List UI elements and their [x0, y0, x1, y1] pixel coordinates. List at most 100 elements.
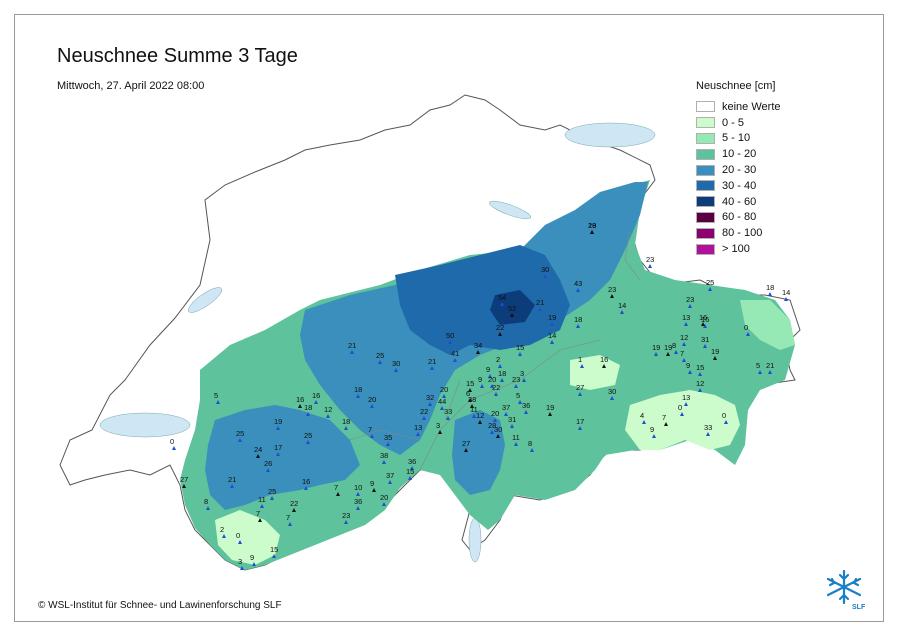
station-value: 8	[204, 497, 208, 506]
station-value: 21	[536, 298, 544, 307]
station-marker	[493, 418, 497, 422]
station-value: 33	[704, 423, 712, 432]
station-value: 5	[516, 391, 520, 400]
station-marker	[706, 432, 710, 436]
station-marker	[410, 466, 414, 470]
station-marker	[394, 368, 398, 372]
station-value: 19	[546, 403, 554, 412]
station-value: 9	[486, 365, 490, 374]
station-marker	[172, 446, 176, 450]
legend-swatch	[696, 148, 715, 160]
station-value: 3	[520, 369, 524, 378]
legend: Neuschnee [cm] keine Werte 0 - 5 5 - 10 10 …	[696, 80, 836, 257]
station-value: 7	[256, 509, 260, 518]
station-marker	[370, 404, 374, 408]
station-marker	[602, 364, 606, 368]
zone-40-60	[490, 290, 535, 325]
legend-item: > 100	[696, 241, 836, 257]
station-marker	[344, 426, 348, 430]
legend-item: 30 - 40	[696, 178, 836, 194]
station-value: 30	[494, 425, 502, 434]
legend-item: 80 - 100	[696, 225, 836, 241]
station-marker	[288, 522, 292, 526]
station-marker	[476, 350, 480, 354]
station-marker	[548, 412, 552, 416]
station-marker	[768, 292, 772, 296]
legend-item: 0 - 5	[696, 115, 836, 131]
legend-swatch	[696, 117, 715, 129]
legend-item: 40 - 60	[696, 194, 836, 210]
station-marker	[543, 274, 547, 278]
station-marker	[518, 352, 522, 356]
station-marker	[336, 492, 340, 496]
station-marker	[576, 324, 580, 328]
station-value: 38	[468, 395, 476, 404]
station-value: 10	[354, 483, 362, 492]
station-value: 44	[438, 397, 446, 406]
station-marker	[256, 454, 260, 458]
station-marker	[468, 388, 472, 392]
station-value: 34	[474, 341, 482, 350]
station-marker	[784, 297, 788, 301]
station-marker	[666, 352, 670, 356]
zone-5-10-east	[740, 300, 795, 350]
station-marker	[472, 414, 476, 418]
station-marker	[206, 506, 210, 510]
legend-label: 0 - 5	[722, 116, 745, 129]
station-marker	[510, 313, 514, 317]
station-value: 9	[370, 479, 374, 488]
station-value: 28	[488, 421, 496, 430]
zone-0-5-central	[570, 355, 620, 390]
station-marker	[438, 430, 442, 434]
station-value: 36	[354, 497, 362, 506]
station-marker	[494, 392, 498, 396]
station-value: 23	[686, 295, 694, 304]
station-marker	[682, 342, 686, 346]
station-value: 19	[652, 343, 660, 352]
station-marker	[514, 442, 518, 446]
station-value: 28	[588, 221, 596, 230]
station-marker	[356, 506, 360, 510]
station-value: 9	[478, 375, 482, 384]
legend-item: 60 - 80	[696, 210, 836, 226]
station-value: 12	[680, 333, 688, 342]
station-marker	[590, 230, 594, 234]
station-value: 19	[548, 313, 556, 322]
station-marker	[386, 442, 390, 446]
station-value: 23	[608, 285, 616, 294]
station-marker	[446, 416, 450, 420]
station-value: 0	[744, 323, 748, 332]
station-marker	[490, 384, 494, 388]
station-value: 22	[420, 407, 428, 416]
copyright-credit: © WSL-Institut für Schnee- und Lawinenfo…	[38, 600, 282, 611]
legend-swatch	[696, 180, 715, 192]
station-marker	[344, 520, 348, 524]
station-marker	[440, 406, 444, 410]
station-value: 8	[528, 439, 532, 448]
station-value: 12	[696, 379, 704, 388]
station-value: 5	[756, 361, 760, 370]
station-value: 23	[342, 511, 350, 520]
station-value: 7	[662, 413, 666, 422]
station-value: 22	[290, 499, 298, 508]
station-marker	[382, 460, 386, 464]
station-marker	[490, 430, 494, 434]
legend-label: > 100	[722, 243, 750, 256]
station-marker	[498, 332, 502, 336]
station-value: 35	[384, 433, 392, 442]
station-value: 9	[650, 425, 654, 434]
station-value: 16	[699, 313, 707, 322]
legend-label: 60 - 80	[722, 211, 757, 224]
station-marker	[652, 434, 656, 438]
station-marker	[576, 288, 580, 292]
station-marker	[468, 398, 472, 402]
station-marker	[500, 302, 504, 306]
station-value: 20	[488, 375, 496, 384]
station-value: 18	[766, 283, 774, 292]
station-value: 13	[682, 393, 690, 402]
station-value: 54	[498, 293, 506, 302]
station-marker	[416, 432, 420, 436]
station-value: 36	[408, 457, 416, 466]
station-marker	[680, 412, 684, 416]
station-marker	[758, 370, 762, 374]
